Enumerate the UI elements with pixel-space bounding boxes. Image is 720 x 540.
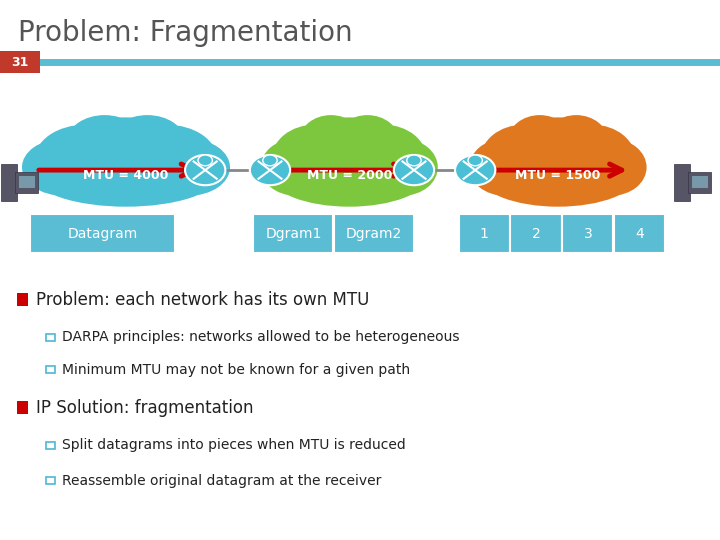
FancyBboxPatch shape [334, 214, 414, 253]
Text: Problem: Fragmentation: Problem: Fragmentation [18, 19, 353, 47]
Circle shape [250, 155, 290, 185]
Ellipse shape [307, 117, 390, 183]
Ellipse shape [368, 139, 438, 195]
Text: IP Solution: fragmentation: IP Solution: fragmentation [36, 399, 253, 417]
Circle shape [394, 155, 434, 185]
Text: Reassemble original datagram at the receiver: Reassemble original datagram at the rece… [62, 474, 382, 488]
Text: Datagram: Datagram [68, 227, 138, 240]
Ellipse shape [300, 115, 362, 166]
Text: MTU = 2000: MTU = 2000 [307, 169, 392, 182]
Text: Problem: each network has its own MTU: Problem: each network has its own MTU [36, 291, 369, 309]
Text: Dgram2: Dgram2 [346, 227, 402, 240]
Ellipse shape [550, 125, 636, 195]
Text: MTU = 4000: MTU = 4000 [84, 169, 168, 182]
Ellipse shape [336, 115, 399, 166]
FancyBboxPatch shape [17, 401, 28, 414]
Ellipse shape [34, 144, 218, 207]
Circle shape [468, 155, 482, 166]
Text: Split datagrams into pieces when MTU is reduced: Split datagrams into pieces when MTU is … [62, 438, 405, 453]
Ellipse shape [545, 115, 608, 166]
Text: Dgram1: Dgram1 [265, 227, 322, 240]
Text: Minimum MTU may not be known for a given path: Minimum MTU may not be known for a given… [62, 363, 410, 377]
FancyBboxPatch shape [562, 214, 613, 253]
Text: DARPA principles: networks allowed to be heterogeneous: DARPA principles: networks allowed to be… [62, 330, 459, 345]
Ellipse shape [508, 115, 571, 166]
FancyBboxPatch shape [15, 172, 38, 193]
Circle shape [407, 155, 421, 166]
Circle shape [455, 155, 495, 185]
Ellipse shape [577, 139, 647, 195]
FancyBboxPatch shape [692, 176, 708, 188]
Ellipse shape [480, 144, 636, 207]
Text: MTU = 1500: MTU = 1500 [516, 169, 600, 182]
FancyBboxPatch shape [17, 293, 28, 306]
Text: 31: 31 [11, 56, 29, 69]
Ellipse shape [68, 115, 142, 166]
Text: 2: 2 [531, 227, 541, 240]
Ellipse shape [261, 139, 330, 195]
Circle shape [263, 155, 277, 166]
Ellipse shape [469, 139, 539, 195]
FancyBboxPatch shape [1, 164, 17, 201]
FancyBboxPatch shape [674, 164, 690, 201]
Ellipse shape [22, 139, 104, 195]
Ellipse shape [341, 125, 427, 195]
Ellipse shape [517, 117, 600, 183]
Ellipse shape [271, 144, 428, 207]
Ellipse shape [480, 125, 567, 195]
FancyBboxPatch shape [510, 214, 562, 253]
Ellipse shape [116, 125, 217, 195]
FancyBboxPatch shape [253, 214, 333, 253]
FancyBboxPatch shape [614, 214, 665, 253]
FancyBboxPatch shape [30, 214, 175, 253]
Circle shape [185, 155, 225, 185]
FancyBboxPatch shape [0, 51, 40, 73]
Ellipse shape [271, 125, 357, 195]
Circle shape [198, 155, 212, 166]
Ellipse shape [77, 117, 175, 183]
FancyBboxPatch shape [19, 176, 35, 188]
Ellipse shape [148, 139, 230, 195]
Ellipse shape [110, 115, 184, 166]
Ellipse shape [35, 125, 135, 195]
Text: 4: 4 [635, 227, 644, 240]
FancyBboxPatch shape [459, 214, 510, 253]
Text: 1: 1 [480, 227, 489, 240]
FancyBboxPatch shape [688, 172, 711, 193]
Text: 3: 3 [583, 227, 593, 240]
